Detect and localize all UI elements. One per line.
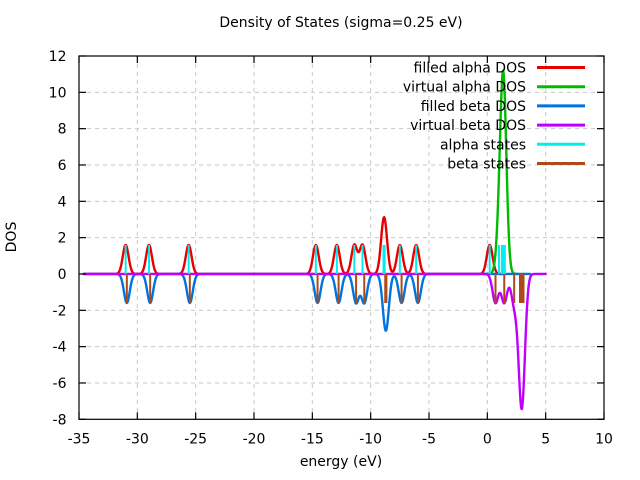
state-impulse-markers [124, 244, 525, 303]
plot-frame [78, 55, 605, 420]
y-tick-label: 8 [58, 122, 67, 138]
x-tick-label: 0 [483, 432, 492, 448]
y-tick-label: -8 [53, 412, 67, 428]
y-tick-label: 0 [58, 267, 67, 283]
x-tick-label: -25 [184, 432, 207, 448]
x-tick-label: 10 [595, 432, 613, 448]
legend-label-beta-states: beta states [447, 157, 526, 173]
axis-tick-labels: -35 -30 -25 -20 -15 -10 -5 0 5 10 12 10 8 6 4 2 0 -2 -4 -6 -… [49, 49, 613, 448]
y-tick-label: 10 [49, 85, 67, 101]
y-axis-label: DOS [4, 222, 20, 253]
x-tick-label: -15 [301, 432, 324, 448]
y-tick-label: -2 [53, 303, 67, 319]
legend-label-filled-beta-dos: filled beta DOS [421, 99, 526, 115]
legend-label-alpha-states: alpha states [440, 137, 526, 153]
x-tick-label: 5 [541, 432, 550, 448]
x-tick-label: -5 [422, 432, 436, 448]
y-tick-label: -6 [53, 376, 67, 392]
legend-label-filled-alpha-dos: filled alpha DOS [414, 61, 527, 77]
y-tick-label: 12 [49, 49, 67, 65]
x-tick-label: -30 [126, 432, 149, 448]
x-tick-label: -35 [68, 432, 91, 448]
x-tick-label: -20 [243, 432, 266, 448]
chart-title: Density of States (sigma=0.25 eV) [219, 15, 462, 31]
legend-label-virtual-beta-dos: virtual beta DOS [410, 118, 526, 134]
y-tick-label: 6 [58, 158, 67, 174]
legend-line-samples [537, 66, 585, 165]
y-tick-label: 4 [58, 194, 67, 210]
x-tick-label: -10 [359, 432, 382, 448]
legend-label-virtual-alpha-dos: virtual alpha DOS [403, 80, 526, 96]
x-axis-label: energy (eV) [300, 454, 382, 470]
y-tick-label: 2 [58, 231, 67, 247]
legend: filled alpha DOS virtual alpha DOS fille… [403, 61, 585, 173]
y-tick-label: -4 [53, 340, 67, 356]
